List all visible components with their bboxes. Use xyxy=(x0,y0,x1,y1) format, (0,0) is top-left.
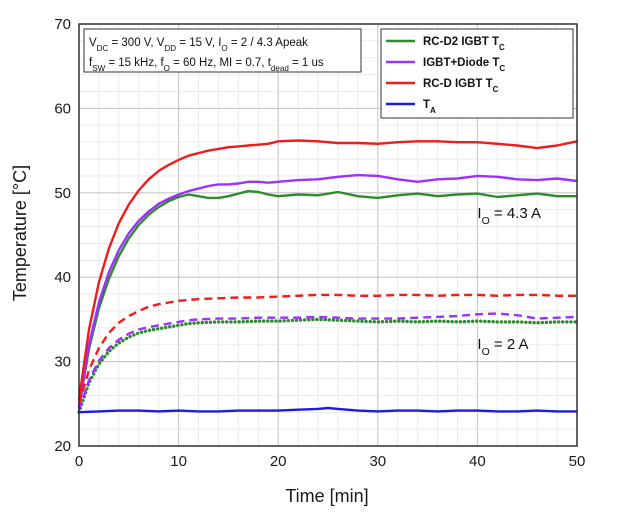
series-line xyxy=(78,406,577,414)
annotation-line: fSW = 15 kHz, fO = 60 Hz, MI = 0.7, tdea… xyxy=(89,57,324,73)
x-tick-label: 0 xyxy=(75,453,83,470)
y-tick-label: 60 xyxy=(54,100,71,117)
series-line xyxy=(77,173,578,409)
x-tick-label: 20 xyxy=(270,453,287,470)
y-tick-label: 70 xyxy=(54,16,71,33)
series-layer xyxy=(77,139,579,414)
x-tick-label: 30 xyxy=(369,453,386,470)
annotation-line: VDC = 300 V, VDD = 15 V, IO = 2 / 4.3 Ap… xyxy=(89,37,308,53)
legend-label: IGBT+Diode TC xyxy=(423,57,505,73)
plot-frame xyxy=(78,23,578,447)
x-axis-label: Time [min] xyxy=(285,486,368,506)
series-line xyxy=(77,189,577,409)
curve-label: IO = 2 A xyxy=(477,336,528,358)
x-tick-label: 10 xyxy=(170,453,187,470)
tick-labels: 0 10 20 30 40 50 20 30 40 50 60 70 xyxy=(54,16,585,470)
x-tick-label: 40 xyxy=(469,453,486,470)
condition-annotation: VDC = 300 V, VDD = 15 V, IO = 2 / 4.3 Ap… xyxy=(83,28,362,73)
y-tick-label: 40 xyxy=(54,269,71,286)
series-line xyxy=(77,293,577,405)
series-line xyxy=(77,312,578,411)
y-tick-label: 50 xyxy=(54,185,71,202)
curve-label: IO = 4.3 A xyxy=(477,205,541,227)
legend-label: RC-D2 IGBT TC xyxy=(423,36,505,52)
plot-area-border xyxy=(78,23,578,447)
curve-labels: IO = 4.3 A IO = 2 A xyxy=(477,205,541,358)
y-axis-label: Temperature [°C] xyxy=(10,165,30,301)
series-line xyxy=(77,139,578,400)
legend-label: TA xyxy=(423,99,436,115)
y-tick-label: 20 xyxy=(54,438,71,455)
annotation-box xyxy=(83,28,362,73)
y-tick-label: 30 xyxy=(54,354,71,371)
x-tick-label: 50 xyxy=(569,453,586,470)
legend: RC-D2 IGBT TC IGBT+Diode TC RC-D IGBT TC TA xyxy=(380,28,574,119)
series-line xyxy=(77,317,579,414)
legend-label: RC-D IGBT TC xyxy=(423,78,499,94)
